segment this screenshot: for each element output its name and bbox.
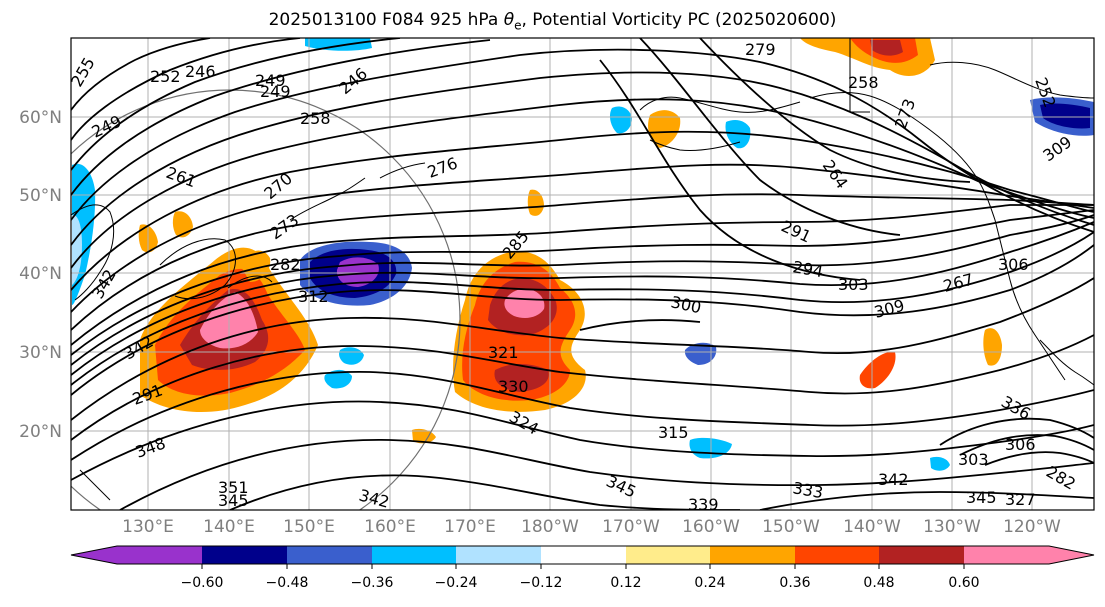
lon-label: 130°E xyxy=(122,517,174,537)
contour-label: 306 xyxy=(1005,435,1036,454)
contour-label: 312 xyxy=(298,287,329,306)
contour-label: 306 xyxy=(998,255,1029,274)
colorbar-tick-label: 0.24 xyxy=(694,575,725,591)
contour-label: 339 xyxy=(688,495,719,514)
lat-label: 20°N xyxy=(19,422,62,442)
colorbar-segment xyxy=(372,546,456,564)
contour-label: 246 xyxy=(185,62,216,81)
colorbar-tick-label: 0.12 xyxy=(610,575,641,591)
colorbar-segment xyxy=(710,546,795,564)
lat-label: 60°N xyxy=(19,108,62,128)
contour-label: 330 xyxy=(498,377,529,396)
colorbar-tick-label: −0.12 xyxy=(520,575,563,591)
contour-label: 279 xyxy=(745,40,776,59)
contour-label: 303 xyxy=(838,275,869,294)
contour-label: 351 xyxy=(218,478,249,497)
colorbar-tick-label: 0.60 xyxy=(948,575,979,591)
theta-subscript: e xyxy=(514,18,522,33)
theta-e-contours xyxy=(71,38,1094,510)
lon-label: 140°W xyxy=(843,517,901,537)
colorbar-segment xyxy=(964,546,1049,564)
lon-label: 130°W xyxy=(923,517,981,537)
contour-label: 321 xyxy=(488,343,519,362)
colorbar-tick-label: −0.36 xyxy=(351,575,394,591)
contour-label: 258 xyxy=(300,109,331,128)
contour-label: 345 xyxy=(218,491,249,510)
colorbar-tick-label: −0.24 xyxy=(435,575,478,591)
longitude-labels: 130°E 140°E 150°E 160°E 170°E 180°W 170°… xyxy=(122,517,1061,537)
theta-symbol: θ xyxy=(503,10,515,30)
colorbar-outline xyxy=(70,545,1095,565)
coastlines xyxy=(71,38,1094,501)
contour-label: 327 xyxy=(1005,490,1036,509)
lon-label: 180°W xyxy=(521,517,579,537)
colorbar-segment xyxy=(202,546,287,564)
contour-label: 345 xyxy=(966,488,997,507)
colorbar: −0.60 −0.48 −0.36 −0.24 −0.12 0.12 0.24 … xyxy=(70,545,1095,591)
contour-label: 249 xyxy=(255,71,286,90)
contour-label: 258 xyxy=(848,73,879,92)
colorbar-segment xyxy=(287,546,372,564)
title-prefix: 2025013100 F084 925 hPa xyxy=(268,10,504,30)
contour-label: 303 xyxy=(958,450,989,469)
colorbar-segment-left-extension xyxy=(71,546,117,564)
colorbar-tick-label: −0.60 xyxy=(181,575,224,591)
lat-label: 30°N xyxy=(19,343,62,363)
lon-label: 150°W xyxy=(762,517,820,537)
colorbar-segment-right-extension xyxy=(1049,546,1094,564)
lon-label: 160°E xyxy=(364,517,416,537)
lon-label: 140°E xyxy=(203,517,255,537)
title-suffix: , Potential Vorticity PC (2025020600) xyxy=(521,10,837,30)
colorbar-tick-label: 0.36 xyxy=(779,575,810,591)
colorbar-segment xyxy=(456,546,541,564)
colorbar-tick-label: −0.48 xyxy=(266,575,309,591)
colorbar-segment xyxy=(879,546,964,564)
contour-label: 315 xyxy=(658,423,689,442)
contour-label: 342 xyxy=(878,470,909,489)
contour-label: 252 xyxy=(150,67,181,86)
lon-label: 160°W xyxy=(682,517,740,537)
lon-label: 170°W xyxy=(602,517,660,537)
colorbar-segment xyxy=(626,546,710,564)
colorbar-segment xyxy=(541,546,626,564)
lat-label: 50°N xyxy=(19,186,62,206)
latitude-labels: 60°N 50°N 40°N 30°N 20°N xyxy=(19,108,62,442)
colorbar-segment xyxy=(795,546,879,564)
contour-label: 249 xyxy=(260,82,291,101)
lon-label: 150°E xyxy=(283,517,335,537)
figure-title: 2025013100 F084 925 hPa θe, Potential Vo… xyxy=(0,10,1105,32)
lat-label: 40°N xyxy=(19,264,62,284)
colorbar-segment xyxy=(117,546,202,564)
lon-label: 170°E xyxy=(444,517,496,537)
range-circle xyxy=(71,89,461,510)
lon-label: 120°W xyxy=(1003,517,1061,537)
contour-label: 282 xyxy=(270,255,301,274)
colorbar-tick-label: 0.48 xyxy=(863,575,894,591)
map-frame xyxy=(70,37,1095,511)
